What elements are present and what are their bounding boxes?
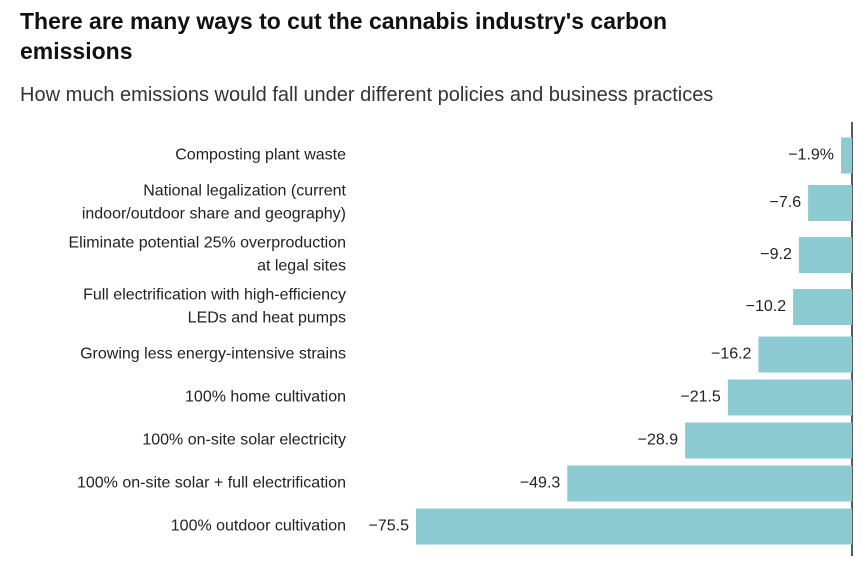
bar xyxy=(685,422,852,459)
category-label: indoor/outdoor share and geography) xyxy=(82,206,346,223)
bar xyxy=(567,465,852,502)
value-label: −7.6 xyxy=(770,194,802,211)
category-label: 100% home cultivation xyxy=(185,389,346,406)
value-label: −28.9 xyxy=(638,432,679,449)
bar xyxy=(416,508,852,545)
category-label: 100% outdoor cultivation xyxy=(171,518,346,535)
bar xyxy=(793,289,852,325)
bar xyxy=(727,379,852,416)
value-label: −16.2 xyxy=(711,346,752,363)
value-label: −9.2 xyxy=(760,246,792,263)
value-label: −10.2 xyxy=(746,298,787,315)
value-label: −75.5 xyxy=(369,518,410,535)
category-label: at legal sites xyxy=(257,258,346,275)
category-label: 100% on-site solar + full electrificatio… xyxy=(77,475,346,492)
category-label: Full electrification with high-efficienc… xyxy=(83,287,346,304)
category-label: Eliminate potential 25% overproduction xyxy=(69,235,347,252)
category-label: National legalization (current xyxy=(143,183,346,200)
bar xyxy=(798,237,852,273)
chart-title: There are many ways to cut the cannabis … xyxy=(20,8,668,64)
bar xyxy=(758,336,852,373)
chart-subtitle: How much emissions would fall under diff… xyxy=(20,84,714,106)
bar xyxy=(841,137,852,174)
value-label: −21.5 xyxy=(680,389,721,406)
category-label: Composting plant waste xyxy=(175,147,346,164)
category-label: LEDs and heat pumps xyxy=(188,310,346,327)
category-label: 100% on-site solar electricity xyxy=(142,432,346,449)
value-label: −1.9% xyxy=(788,147,834,164)
value-label: −49.3 xyxy=(520,475,561,492)
bar xyxy=(808,185,852,221)
category-label: Growing less energy-intensive strains xyxy=(80,346,346,363)
